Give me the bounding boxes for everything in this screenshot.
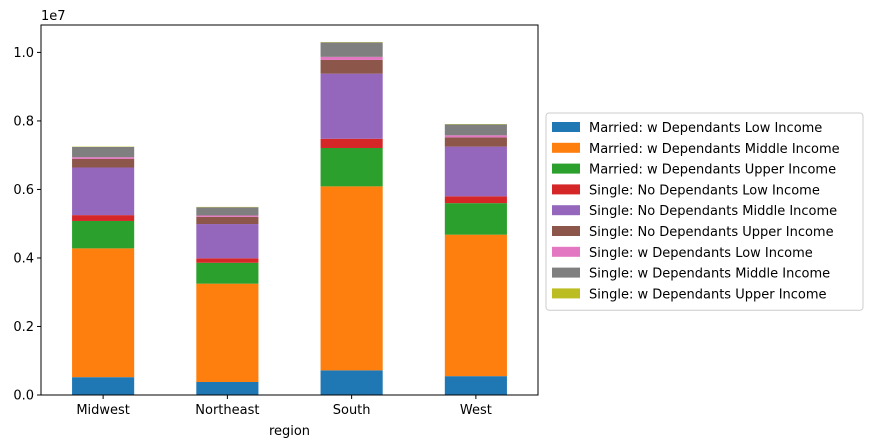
- bar-segment-midwest-4: [72, 167, 135, 216]
- x-tick-label: Northeast: [195, 403, 259, 418]
- bar-segment-west-0: [444, 376, 507, 395]
- y-axis: 0.0 0.2 0.4 0.6 0.8 1.0: [13, 46, 41, 404]
- bar-segment-west-3: [444, 196, 507, 204]
- bar-segment-midwest-6: [72, 157, 135, 159]
- bar-segment-midwest-7: [72, 146, 135, 158]
- bars-group: [72, 42, 507, 395]
- bar-segment-west-5: [444, 137, 507, 147]
- bar-segment-west-1: [444, 234, 507, 377]
- bar-segment-northeast-3: [196, 258, 259, 263]
- y-tick-label: 0.2: [13, 320, 34, 335]
- x-axis-title: region: [269, 424, 310, 439]
- y-tick-label: 1.0: [13, 46, 34, 61]
- x-tick-label: Midwest: [76, 403, 130, 418]
- legend-swatch: [552, 288, 580, 299]
- bar-segment-northeast-5: [196, 216, 259, 225]
- bar-segment-northeast-0: [196, 381, 259, 395]
- bar-segment-northeast-6: [196, 215, 259, 217]
- legend-swatch: [552, 267, 580, 278]
- legend-swatch: [552, 205, 580, 216]
- bar-segment-south-1: [320, 186, 383, 371]
- y-tick-label: 0.6: [13, 183, 34, 198]
- bar-segment-south-7: [320, 42, 383, 57]
- bar-segment-west-6: [444, 135, 507, 138]
- legend-swatch: [552, 142, 580, 153]
- bar-segment-northeast-7: [196, 207, 259, 216]
- legend-swatch: [552, 122, 580, 132]
- bar-segment-west-4: [444, 146, 507, 197]
- legend-entry-label: Single: No Dependants Low Income: [589, 183, 820, 198]
- bar-segment-northeast-1: [196, 283, 259, 382]
- legend-entry-label: Married: w Dependants Upper Income: [589, 163, 836, 178]
- legend-frame: [545, 112, 864, 311]
- bar-segment-south-0: [320, 370, 383, 395]
- bar-segment-south-2: [320, 147, 383, 187]
- bar-segment-midwest-1: [72, 248, 135, 378]
- x-tick-label: West: [460, 403, 492, 418]
- bar-segment-west-2: [444, 203, 507, 235]
- legend-entry-label: Single: w Dependants Middle Income: [589, 267, 830, 282]
- bar-segment-south-6: [320, 56, 383, 60]
- legend-entry-label: Married: w Dependants Middle Income: [589, 142, 840, 157]
- legend-entry-label: Single: No Dependants Upper Income: [589, 225, 834, 240]
- bar-segment-midwest-3: [72, 215, 135, 221]
- legend-entry-label: Single: w Dependants Upper Income: [589, 287, 827, 302]
- y-tick-label: 0.4: [13, 251, 34, 266]
- x-axis: Midwest Northeast South West: [76, 395, 492, 418]
- legend-entry-label: Single: w Dependants Low Income: [589, 246, 813, 261]
- legend-swatch: [552, 246, 580, 257]
- y-tick-label: 0.0: [13, 389, 34, 404]
- legend-swatch: [552, 163, 580, 174]
- x-tick-label: South: [333, 403, 371, 418]
- bar-segment-northeast-2: [196, 262, 259, 284]
- bar-segment-midwest-2: [72, 220, 135, 249]
- legend-swatch: [552, 184, 580, 195]
- legend-entry-label: Single: No Dependants Middle Income: [589, 204, 837, 219]
- bar-segment-west-7: [444, 124, 507, 136]
- legend-entry-label: Married: w Dependants Low Income: [589, 121, 822, 136]
- bar-segment-south-3: [320, 138, 383, 148]
- bar-segment-south-5: [320, 59, 383, 74]
- plot-frame: [40, 24, 539, 396]
- bar-segment-midwest-5: [72, 158, 135, 168]
- bar-segment-midwest-0: [72, 377, 135, 395]
- bar-segment-northeast-4: [196, 224, 259, 259]
- y-offset-label: 1e7: [41, 9, 66, 24]
- bar-segment-south-4: [320, 73, 383, 139]
- y-tick-label: 0.8: [13, 114, 34, 129]
- legend: Married: w Dependants Low Income Married:…: [545, 112, 864, 311]
- legend-swatch: [552, 226, 580, 236]
